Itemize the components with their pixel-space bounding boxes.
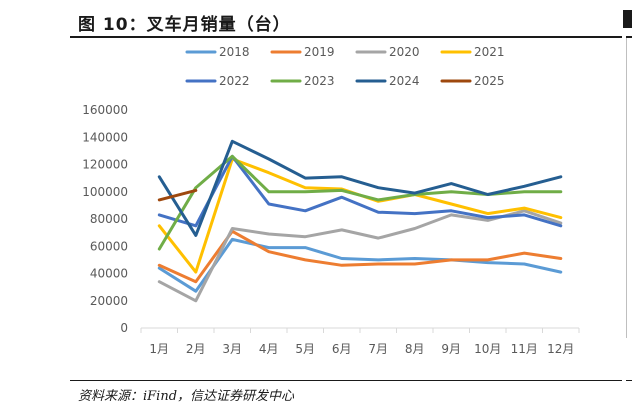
y-tick-label: 140000 (82, 130, 128, 144)
title-rule (70, 36, 622, 38)
x-tick-label: 12月 (547, 342, 574, 356)
series-line-2024 (157, 139, 563, 237)
legend-label-2020: 2020 (389, 45, 420, 59)
x-tick-label: 11月 (511, 342, 538, 356)
x-axis: 1月 2月 3月 4月 5月 6月 7月 8月 9月 10月 11月 12月 (140, 327, 580, 356)
x-tick-label: 1月 (149, 342, 169, 356)
legend-label-2025: 2025 (474, 74, 505, 88)
adjacent-bottom-rule (626, 380, 632, 381)
y-axis: 0 20000 40000 60000 80000 100000 120000 140000 1… (82, 103, 128, 335)
series-line-2020 (157, 209, 563, 303)
series-line-2025 (157, 188, 198, 202)
x-tick-label: 3月 (222, 342, 242, 356)
adjacent-figure-rule (626, 36, 632, 38)
series-line-2018 (157, 237, 563, 293)
y-tick-label: 80000 (90, 212, 128, 226)
x-tick-label: 5月 (295, 342, 315, 356)
x-tick-label: 7月 (368, 342, 388, 356)
legend-label-2022: 2022 (219, 74, 250, 88)
x-tick-label: 6月 (332, 342, 352, 356)
chart-legend: 2018 2019 2020 2021 2022 2023 2024 2025 (185, 45, 505, 88)
legend-label-2018: 2018 (219, 45, 250, 59)
figure-title: 图 10：叉车月销量（台） (78, 15, 291, 35)
legend-label-2021: 2021 (474, 45, 505, 59)
y-tick-label: 40000 (90, 267, 128, 281)
x-tick-label: 8月 (405, 342, 425, 356)
x-tick-label: 10月 (474, 342, 501, 356)
x-tick-label: 4月 (259, 342, 279, 356)
y-tick-label: 60000 (90, 239, 128, 253)
series-line-2022 (157, 154, 563, 228)
y-tick-label: 120000 (82, 158, 128, 172)
y-tick-label: 0 (120, 321, 128, 335)
legend-label-2019: 2019 (304, 45, 335, 59)
x-tick-label: 2月 (186, 342, 206, 356)
adjacent-figure-border (626, 38, 627, 338)
y-tick-label: 100000 (82, 185, 128, 199)
bottom-rule (70, 380, 622, 381)
legend-label-2023: 2023 (304, 74, 335, 88)
legend-label-2024: 2024 (389, 74, 420, 88)
source-note: 资料来源：iFind，信达证券研发中心 (78, 389, 295, 404)
adjacent-figure-marker (623, 10, 632, 28)
x-tick-label: 9月 (441, 342, 461, 356)
y-tick-label: 160000 (82, 103, 128, 117)
y-tick-label: 20000 (90, 294, 128, 308)
series-lines (157, 139, 563, 303)
